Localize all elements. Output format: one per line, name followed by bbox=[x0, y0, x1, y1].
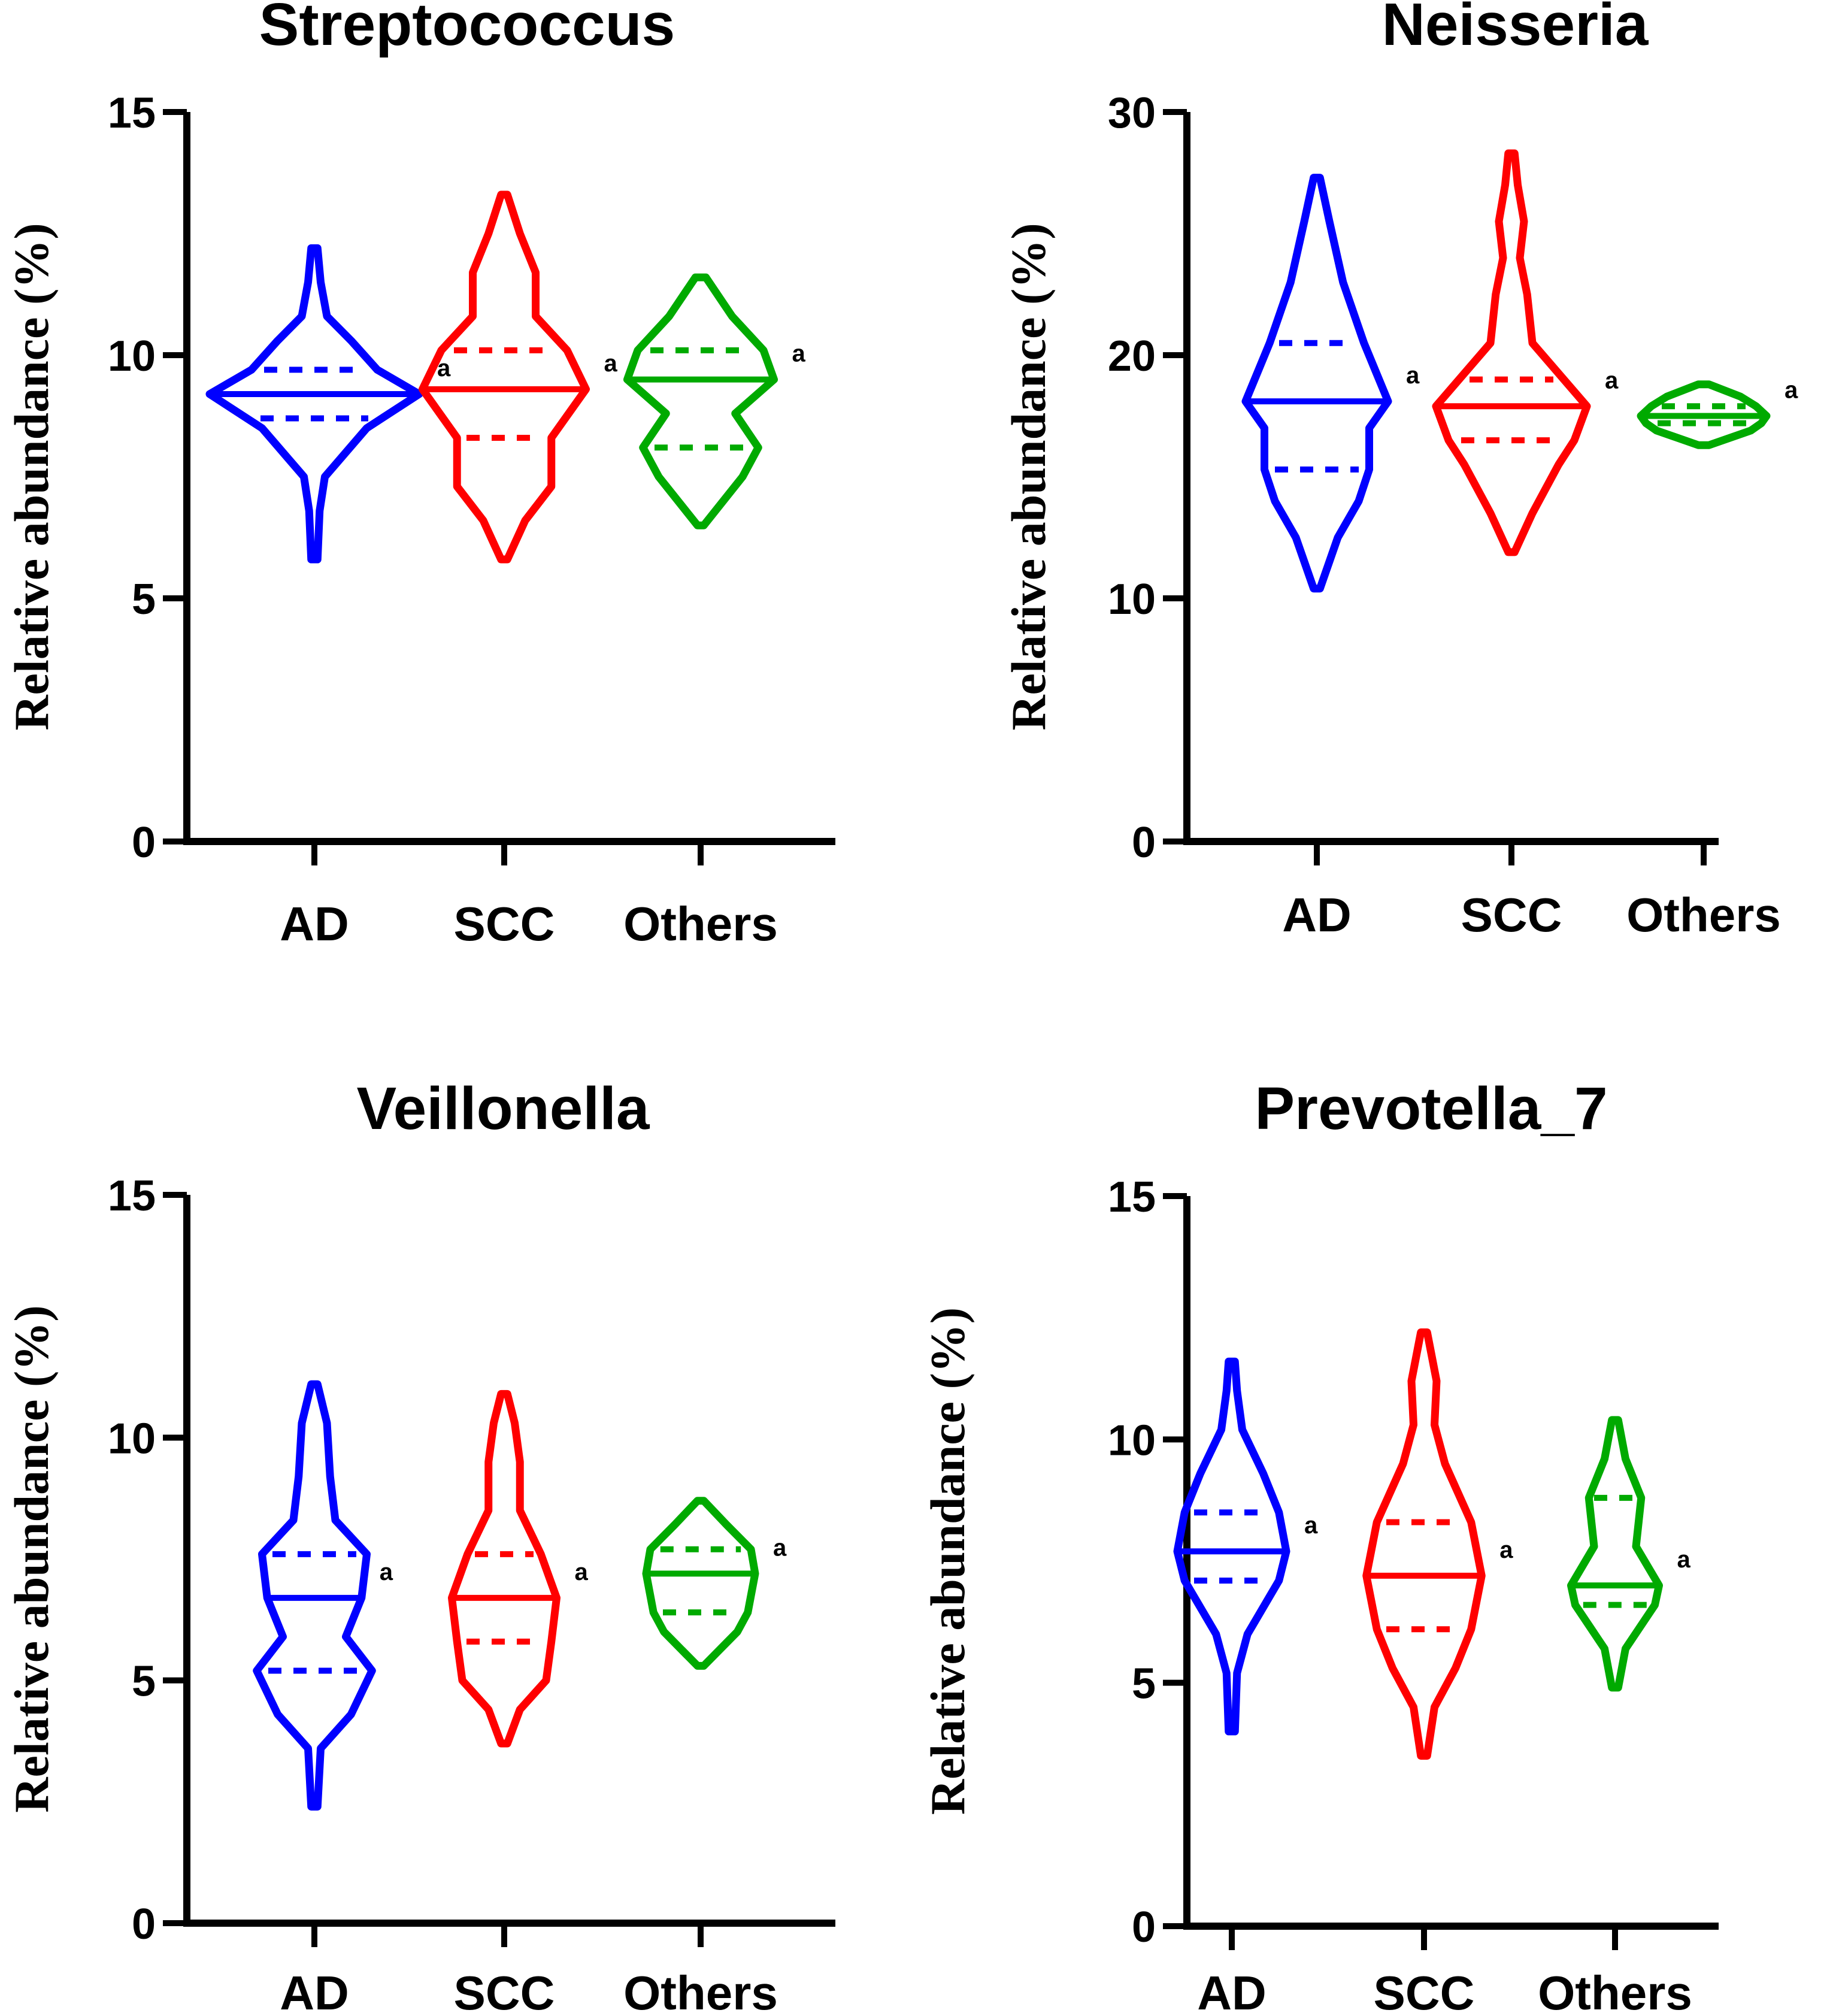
violin-scc bbox=[419, 190, 590, 564]
y-tick-label: 15 bbox=[108, 1172, 156, 1220]
y-tick-label: 10 bbox=[1108, 576, 1156, 623]
y-tick-label: 0 bbox=[132, 1900, 156, 1948]
x-tick-label: SCC bbox=[1461, 888, 1562, 942]
y-tick-label: 0 bbox=[1132, 819, 1156, 867]
y-axis-label: Relative abundance (%) bbox=[920, 1307, 975, 1815]
x-tick-label: SCC bbox=[454, 1966, 555, 2016]
violin-ad bbox=[1241, 174, 1392, 593]
significance-label: a bbox=[1499, 1537, 1513, 1563]
y-tick-label: 15 bbox=[108, 89, 156, 137]
chart-panel-3: Veillonella Relative abundance (%) 0 5 10 15 A… bbox=[4, 1075, 835, 2016]
y-tick-label: 15 bbox=[1108, 1173, 1156, 1221]
significance-label: a bbox=[1785, 377, 1798, 404]
significance-label: a bbox=[604, 350, 618, 377]
y-tick-label: 0 bbox=[1132, 1903, 1156, 1951]
significance-label: a bbox=[1605, 367, 1619, 393]
violin-ad bbox=[1173, 1357, 1290, 1736]
y-tick-label: 10 bbox=[108, 1415, 156, 1463]
y-axis-label: Relative abundance (%) bbox=[4, 1305, 59, 1812]
chart-panel-2: Neisseria Relative abundance (%) 0 10 20 30 AD… bbox=[1001, 0, 1798, 942]
y-tick-label: 30 bbox=[1108, 89, 1156, 137]
y-tick-label: 5 bbox=[132, 576, 156, 623]
significance-label: a bbox=[437, 355, 451, 382]
x-tick-label: AD bbox=[280, 897, 349, 951]
violin-others bbox=[623, 273, 778, 529]
x-tick-label: AD bbox=[280, 1966, 349, 2016]
x-tick-label: Others bbox=[623, 897, 778, 951]
y-tick-label: 10 bbox=[108, 332, 156, 380]
chart-panel-4: Prevotella_7 Relative abundance (%) 0 5 10 15… bbox=[920, 1075, 1719, 2016]
violin-ad bbox=[253, 1380, 376, 1811]
chart-title: Neisseria bbox=[1382, 0, 1649, 58]
violin-others bbox=[1637, 380, 1771, 449]
x-tick-label: AD bbox=[1197, 1966, 1267, 2016]
x-tick-label: AD bbox=[1282, 888, 1352, 942]
x-tick-label: Others bbox=[623, 1966, 778, 2016]
significance-label: a bbox=[792, 341, 806, 367]
violin-scc bbox=[1362, 1328, 1486, 1760]
violin-scc bbox=[448, 1390, 561, 1748]
y-tick-label: 5 bbox=[1132, 1660, 1156, 1708]
y-axis-label: Relative abundance (%) bbox=[1001, 223, 1056, 730]
y-tick-label: 0 bbox=[132, 819, 156, 867]
violin-scc bbox=[1432, 149, 1591, 556]
y-tick-label: 10 bbox=[1108, 1416, 1156, 1464]
significance-label: a bbox=[575, 1559, 589, 1585]
chart-title: Streptococcus bbox=[259, 0, 675, 58]
significance-label: a bbox=[1304, 1512, 1318, 1539]
significance-label: a bbox=[1406, 362, 1420, 389]
violin-ad bbox=[205, 244, 423, 564]
x-tick-label: Others bbox=[1626, 888, 1781, 942]
x-tick-label: Others bbox=[1538, 1966, 1692, 2016]
y-axis-label: Relative abundance (%) bbox=[4, 223, 59, 730]
y-tick-label: 5 bbox=[132, 1658, 156, 1706]
x-tick-label: SCC bbox=[1374, 1966, 1475, 2016]
chart-title: Veillonella bbox=[356, 1075, 650, 1142]
violin-others bbox=[642, 1497, 759, 1670]
x-tick-label: SCC bbox=[454, 897, 555, 951]
chart-title: Prevotella_7 bbox=[1255, 1075, 1607, 1142]
significance-label: a bbox=[773, 1534, 787, 1561]
significance-label: a bbox=[1677, 1546, 1691, 1573]
chart-panel-1: Streptococcus Relative abundance (%) 0 5 10 1… bbox=[4, 0, 835, 951]
y-tick-label: 20 bbox=[1108, 332, 1156, 380]
violin-others bbox=[1567, 1416, 1663, 1692]
significance-label: a bbox=[380, 1559, 393, 1585]
